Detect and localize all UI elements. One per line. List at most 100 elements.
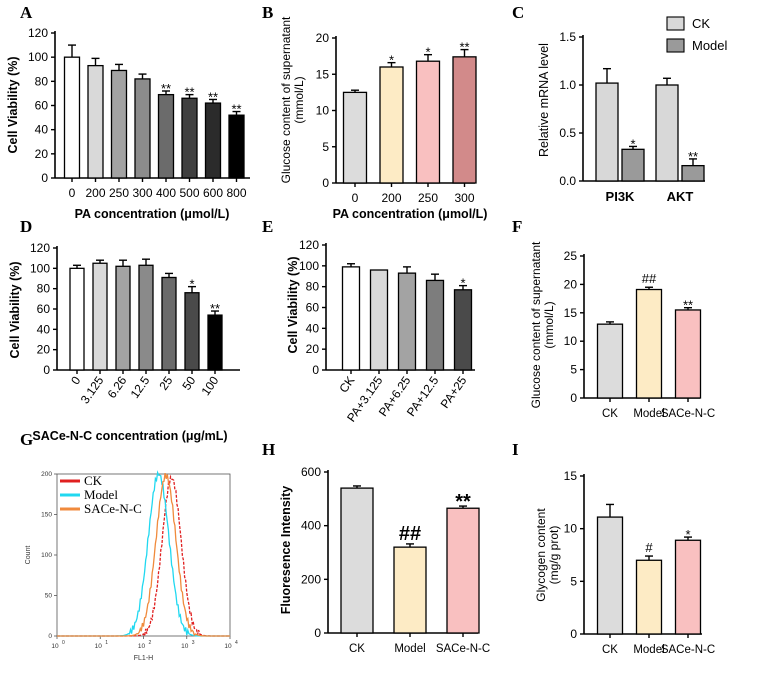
bar-E <box>425 279 445 371</box>
y-axis-label-H: Fluoresence Intensity <box>279 486 293 615</box>
x-tick-label-A: 0 <box>69 186 76 200</box>
y-tick-label-B: 20 <box>316 31 330 45</box>
x-tick-label-A: 200 <box>85 186 105 200</box>
y-axis-label-B: (mmol/L) <box>292 76 306 123</box>
bar-I <box>596 516 624 635</box>
significance-mark-C: * <box>630 136 635 151</box>
x-tick-label-A: 500 <box>179 186 199 200</box>
significance-mark-F: ## <box>642 271 657 286</box>
x-tick-exponent-G: 3 <box>192 640 195 646</box>
y-axis-label-G: Count <box>25 546 32 565</box>
x-tick-label-G: 10 <box>95 643 103 650</box>
y-tick-label-H: 600 <box>301 465 321 479</box>
bar-A <box>110 69 128 179</box>
y-tick-label-D: 40 <box>37 322 51 336</box>
panel-label-G: G <box>20 430 33 449</box>
bar-A <box>228 114 245 179</box>
bar-F <box>674 309 702 399</box>
y-tick-label-A: 0 <box>41 171 48 185</box>
bar-A <box>204 102 222 179</box>
bar-E <box>341 266 361 371</box>
y-axis-label-F: Glucose content of supernatant <box>529 241 543 408</box>
y-tick-label-E: 40 <box>306 321 320 335</box>
x-tick-label-B: 250 <box>418 191 438 205</box>
y-tick-label-D: 0 <box>43 363 50 377</box>
significance-mark-A: ** <box>208 89 218 104</box>
y-tick-label-E: 80 <box>306 280 320 294</box>
x-tick-label-H: Model <box>394 643 425 655</box>
y-tick-label-E: 0 <box>312 363 319 377</box>
x-tick-label-B: 200 <box>381 191 401 205</box>
y-axis-label-I: (mg/g prot) <box>547 526 561 585</box>
y-tick-label-A: 80 <box>35 74 49 88</box>
x-axis-label-G: FL1-H <box>134 655 153 662</box>
y-tick-label-F: 0 <box>570 391 577 405</box>
x-tick-label-D: 25 <box>156 373 175 392</box>
plot-frame-G <box>56 473 231 637</box>
x-tick-label-D: 0 <box>68 373 83 387</box>
bar-E <box>369 269 389 371</box>
x-tick-exponent-G: 2 <box>149 640 152 646</box>
y-tick-label-E: 20 <box>306 342 320 356</box>
bar-C <box>621 148 645 182</box>
y-tick-label-H: 0 <box>314 626 321 640</box>
x-tick-label-H: CK <box>349 643 365 655</box>
x-tick-label-G: 10 <box>138 643 146 650</box>
panel-label-C: C <box>512 3 524 22</box>
panel-label-D: D <box>20 217 32 236</box>
y-tick-label-G: 0 <box>48 633 52 640</box>
y-axis-label-I: Glycogen content <box>534 508 548 602</box>
x-tick-label-A: 400 <box>156 186 176 200</box>
panel-label-H: H <box>262 440 275 459</box>
bar-D <box>184 292 200 371</box>
y-tick-label-F: 20 <box>564 277 578 291</box>
panel-label-B: B <box>262 3 273 22</box>
x-tick-label-I: CK <box>602 644 618 656</box>
legend-swatch <box>666 16 685 31</box>
significance-mark-H: ## <box>399 523 421 545</box>
y-tick-label-A: 120 <box>28 26 48 40</box>
x-tick-label-G: 10 <box>224 643 232 650</box>
y-tick-label-C: 0.0 <box>559 174 576 188</box>
bar-F <box>635 288 663 399</box>
x-tick-label-I: Model <box>633 644 664 656</box>
significance-mark-H: ** <box>455 491 471 513</box>
y-tick-label-A: 60 <box>35 99 49 113</box>
y-tick-label-D: 120 <box>30 241 50 255</box>
bar-D <box>92 262 108 371</box>
histogram-line-Model <box>57 470 230 637</box>
x-tick-exponent-G: 4 <box>235 640 238 646</box>
y-tick-label-B: 5 <box>322 140 329 154</box>
y-tick-label-F: 15 <box>564 306 578 320</box>
legend-entry: Model <box>692 38 728 53</box>
legend-entry-G: CK <box>84 473 103 488</box>
y-tick-label-C: 1.0 <box>559 78 576 92</box>
y-tick-label-F: 10 <box>564 334 578 348</box>
panel-label-I: I <box>512 440 519 459</box>
y-tick-label-C: 1.5 <box>559 30 576 44</box>
y-tick-label-B: 0 <box>322 176 329 190</box>
y-tick-label-B: 15 <box>316 67 330 81</box>
legend-entry: CK <box>692 16 710 31</box>
x-tick-label-F: SACe-N-C <box>661 408 715 420</box>
significance-mark-B: * <box>389 53 394 68</box>
y-tick-label-H: 200 <box>301 572 321 586</box>
legend-entry-G: Model <box>84 487 118 502</box>
significance-mark-C: ** <box>688 149 698 164</box>
significance-mark-E: * <box>460 276 465 291</box>
legend-swatch <box>666 38 685 53</box>
x-tick-label-D: 12.5 <box>128 373 153 400</box>
y-tick-label-I: 5 <box>570 574 577 588</box>
y-tick-label-H: 400 <box>301 519 321 533</box>
bar-D <box>161 276 177 371</box>
bar-A <box>87 64 104 179</box>
y-tick-label-F: 25 <box>564 249 578 263</box>
bar-A <box>181 97 198 179</box>
x-tick-label-I: SACe-N-C <box>661 644 715 656</box>
x-tick-label-F: Model <box>633 408 664 420</box>
bar-H <box>340 487 374 634</box>
bar-B <box>379 66 404 184</box>
x-tick-label-A: 250 <box>109 186 129 200</box>
y-axis-label-C: Relative mRNA level <box>537 43 551 157</box>
y-tick-label-G: 50 <box>45 593 53 600</box>
